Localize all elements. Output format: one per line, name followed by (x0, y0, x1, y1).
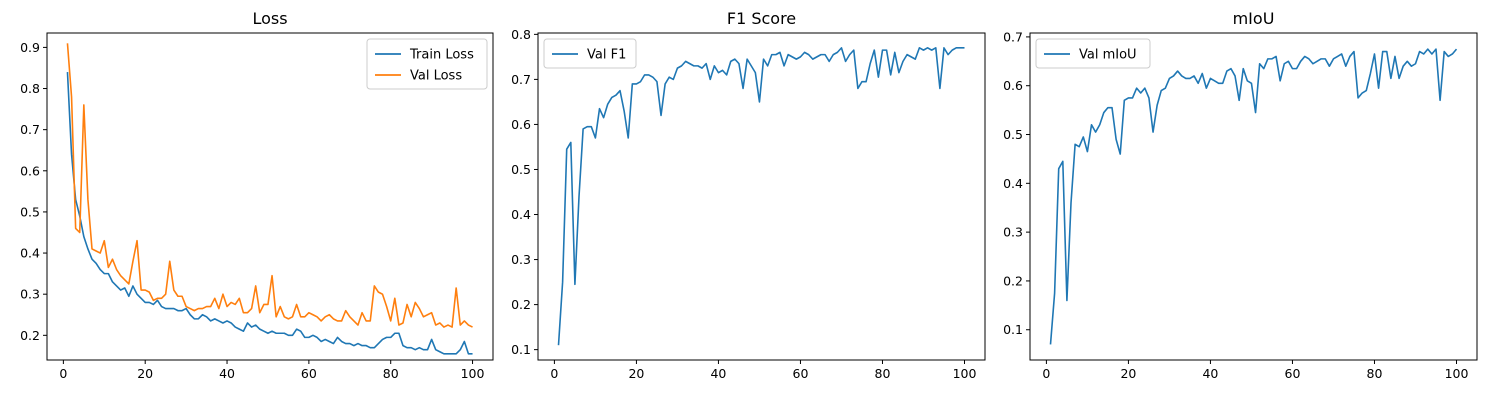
y-tick-label: 0.4 (511, 207, 531, 222)
y-tick-label: 0.1 (511, 342, 531, 357)
x-tick-label: 20 (1120, 366, 1136, 381)
x-tick-label: 40 (1202, 366, 1218, 381)
y-tick-label: 0.4 (20, 246, 40, 261)
x-tick-label: 80 (875, 366, 891, 381)
y-tick-label: 0.2 (511, 297, 531, 312)
y-tick-label: 0.3 (1003, 225, 1023, 240)
y-tick-label: 0.1 (1003, 322, 1023, 337)
chart-title: mIoU (1233, 9, 1275, 28)
axes-frame (46, 32, 494, 361)
f1-score-chart: F1 Score 0 20 40 60 80 100 0.1 0.2 0.3 0.4 0.5 0.6 0… (511, 9, 986, 381)
legend-label: Val F1 (587, 48, 626, 63)
y-tick-label: 0.6 (511, 117, 531, 132)
x-tick-label: 40 (219, 366, 235, 381)
y-tick-label: 0.6 (1003, 78, 1023, 93)
y-tick-label: 0.3 (20, 287, 40, 302)
series-line-val-miou (1049, 48, 1458, 345)
x-tick-label: 60 (301, 366, 317, 381)
x-tick-label: 20 (628, 366, 644, 381)
x-tick-label: 0 (1042, 366, 1050, 381)
x-tick-label: 60 (793, 366, 809, 381)
x-tick-label: 60 (1285, 366, 1301, 381)
legend-box (366, 38, 488, 90)
chart-title: F1 Score (727, 9, 796, 28)
y-tick-label: 0.2 (20, 328, 40, 343)
y-tick-label: 0.6 (20, 163, 40, 178)
y-tick-label: 0.7 (511, 72, 531, 87)
y-tick-label: 0.7 (1003, 29, 1023, 44)
x-tick-label: 100 (461, 366, 485, 381)
y-tick-label: 0.3 (511, 252, 531, 267)
y-tick-label: 0.5 (511, 162, 531, 177)
axes-frame (537, 32, 986, 361)
x-tick-label: 80 (1367, 366, 1383, 381)
x-tick-label: 40 (710, 366, 726, 381)
axes-frame (1029, 32, 1478, 361)
legend-box (543, 38, 637, 69)
y-tick-label: 0.8 (511, 27, 531, 42)
series-line-val-loss (66, 43, 473, 328)
x-tick-label: 80 (383, 366, 399, 381)
x-tick-label: 0 (550, 366, 558, 381)
series-line-val-f1 (557, 47, 965, 346)
legend-box (1035, 38, 1151, 69)
y-tick-label: 0.5 (1003, 127, 1023, 142)
y-tick-label: 0.7 (20, 122, 40, 137)
y-tick-label: 0.9 (20, 40, 40, 55)
chart-title: Loss (252, 9, 287, 28)
y-tick-label: 0.8 (20, 81, 40, 96)
x-tick-label: 20 (137, 366, 153, 381)
legend-label: Train Loss (409, 48, 474, 63)
x-tick-label: 100 (1445, 366, 1469, 381)
y-tick-label: 0.5 (20, 204, 40, 219)
x-tick-label: 100 (953, 366, 977, 381)
miou-chart: mIoU 0 20 40 60 80 100 0.1 0.2 0.3 0.4 0.5 0.6 0.7 Va… (1003, 9, 1478, 381)
y-tick-label: 0.4 (1003, 176, 1023, 191)
y-tick-label: 0.2 (1003, 273, 1023, 288)
loss-chart: Loss 0 20 40 60 80 100 0.2 0.3 0.4 0.5 0.6 0.7 0.8 0.… (20, 9, 494, 381)
x-tick-label: 0 (59, 366, 67, 381)
series-line-train-loss (66, 72, 473, 355)
legend-label: Val Loss (410, 69, 462, 84)
legend-label: Val mIoU (1079, 48, 1137, 63)
